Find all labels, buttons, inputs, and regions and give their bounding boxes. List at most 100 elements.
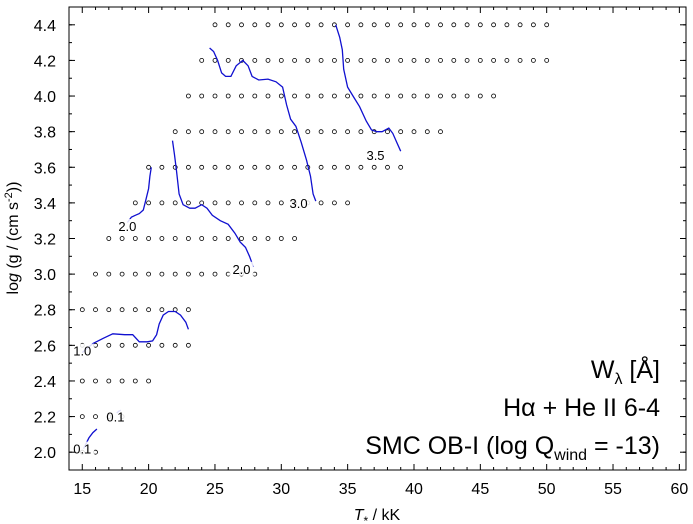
grid-point — [106, 342, 112, 348]
grid-point — [252, 93, 258, 99]
grid-point — [345, 58, 351, 63]
contour-label: 3.5 — [366, 148, 384, 163]
grid-point — [438, 22, 443, 28]
grid-point — [252, 164, 258, 170]
grid-point — [477, 22, 483, 28]
grid-point — [451, 58, 457, 63]
axis-tick-labels: 15 20 25 30 35 40 45 50 55 60 2.0 2.2 2.4 2.6 2.8 3.0 3.… — [34, 18, 689, 498]
grid-point — [239, 236, 244, 241]
grid-point — [146, 307, 152, 313]
grid-point — [278, 58, 284, 63]
grid-point — [318, 164, 324, 170]
y-tick-label: 4.4 — [34, 18, 56, 35]
plot-frame — [68, 6, 687, 471]
grid-point — [265, 22, 271, 28]
y-tick-label: 3.6 — [34, 160, 56, 177]
grid-point — [199, 129, 205, 135]
grid-point — [185, 342, 191, 348]
grid-point — [318, 129, 324, 135]
grid-point — [119, 342, 125, 348]
y-tick-label: 2.0 — [34, 445, 56, 462]
grid-point — [159, 200, 165, 206]
grid-point — [172, 200, 178, 206]
grid-point — [385, 22, 390, 28]
grid-point — [119, 307, 125, 313]
grid-point — [345, 200, 351, 206]
contour-line — [171, 140, 255, 268]
grid-point — [318, 200, 324, 206]
grid-point — [185, 307, 191, 313]
model-grid-points — [79, 22, 550, 455]
grid-point — [132, 342, 138, 348]
grid-point — [411, 58, 417, 63]
grid-point — [477, 58, 483, 63]
grid-point — [93, 307, 98, 313]
grid-point — [265, 58, 271, 63]
grid-point — [199, 93, 205, 99]
grid-point — [398, 93, 404, 99]
grid-point — [292, 58, 298, 63]
x-tick-label: 50 — [538, 481, 556, 498]
grid-point — [345, 129, 351, 135]
x-tick-label: 40 — [405, 481, 423, 498]
grid-point — [172, 236, 178, 241]
grid-point — [278, 129, 284, 135]
grid-point — [278, 22, 284, 28]
grid-point — [239, 200, 244, 206]
contour-label: 2.0 — [232, 262, 250, 277]
grid-point — [132, 236, 138, 241]
grid-point — [504, 22, 510, 28]
annotation-model: SMC OB-I (log Qwind = -13) — [365, 432, 660, 464]
grid-point — [398, 58, 404, 63]
grid-point — [239, 129, 244, 135]
grid-point — [531, 22, 536, 28]
grid-point — [451, 93, 457, 99]
grid-point — [212, 93, 218, 99]
grid-point — [438, 93, 443, 99]
grid-point — [385, 93, 390, 99]
grid-point — [252, 22, 258, 28]
grid-point — [424, 58, 430, 63]
contour-labels: 0.1 0.1 1.0 2.0 2.0 3.0 3.5 — [70, 147, 388, 457]
contour-label: 2.0 — [118, 219, 136, 234]
y-tick-label: 4.0 — [34, 89, 56, 106]
grid-point — [93, 271, 98, 277]
grid-point — [185, 236, 191, 241]
grid-point — [185, 129, 191, 135]
grid-point — [278, 93, 284, 99]
grid-point — [464, 93, 470, 99]
grid-point — [212, 200, 218, 206]
grid-point — [159, 271, 165, 277]
grid-point — [79, 378, 85, 384]
x-tick-label: 60 — [670, 481, 688, 498]
grid-point — [132, 307, 138, 313]
grid-point — [464, 22, 470, 28]
grid-point — [159, 236, 165, 241]
y-tick-label: 4.2 — [34, 53, 56, 70]
y-tick-label: 3.8 — [34, 125, 56, 142]
y-tick-label: 3.2 — [34, 232, 56, 249]
grid-point — [225, 200, 231, 206]
grid-point — [93, 414, 98, 420]
grid-point — [132, 271, 138, 277]
grid-point — [398, 164, 404, 170]
grid-point — [385, 58, 390, 63]
x-tick-label: 30 — [272, 481, 290, 498]
grid-point — [225, 164, 231, 170]
grid-point — [358, 22, 364, 28]
contour-label-background — [70, 441, 95, 456]
grid-point — [146, 236, 152, 241]
grid-point — [159, 164, 165, 170]
grid-point — [252, 129, 258, 135]
grid-point — [371, 58, 377, 63]
grid-point — [398, 22, 404, 28]
grid-point — [371, 22, 377, 28]
grid-point — [305, 58, 311, 63]
grid-point — [132, 378, 138, 384]
contour-label: 3.0 — [290, 196, 308, 211]
contour-label: 0.1 — [73, 442, 91, 457]
y-tick-label: 3.4 — [34, 196, 56, 213]
grid-point — [225, 129, 231, 135]
x-tick-label: 15 — [73, 481, 91, 498]
